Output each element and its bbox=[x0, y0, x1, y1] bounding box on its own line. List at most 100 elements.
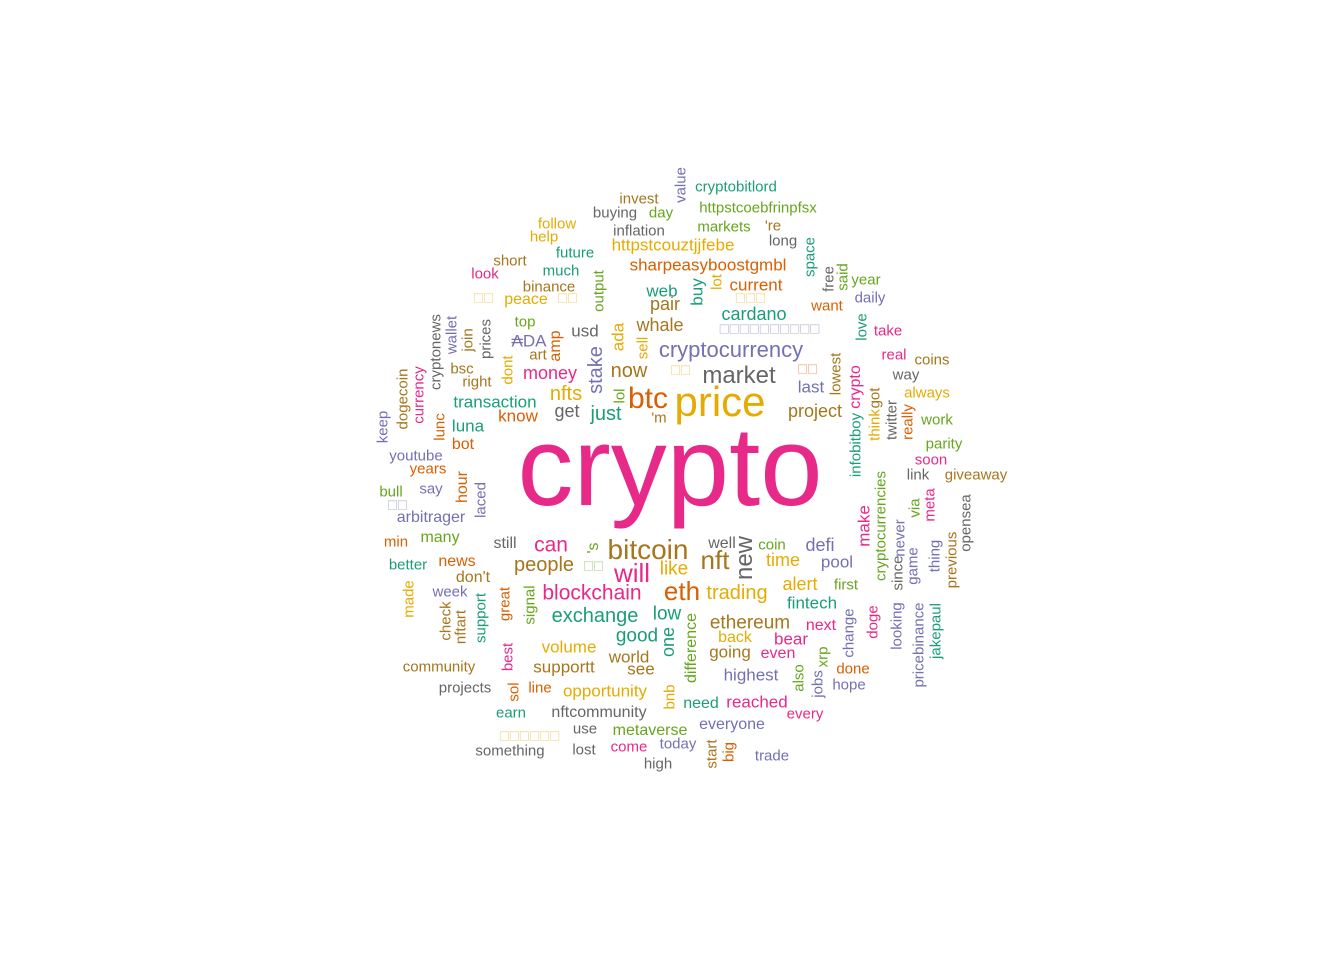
word: stake bbox=[585, 346, 607, 394]
word: pricebinance bbox=[910, 602, 928, 688]
word: big bbox=[720, 741, 738, 763]
word: cryptonews bbox=[427, 314, 445, 390]
word: money bbox=[522, 363, 578, 383]
word: infobitboy bbox=[847, 412, 865, 478]
word: love bbox=[853, 313, 871, 341]
word: work bbox=[921, 411, 953, 429]
word: nft bbox=[700, 545, 730, 575]
word: current bbox=[729, 275, 783, 295]
word: trade bbox=[754, 747, 790, 765]
word: supportt bbox=[533, 657, 595, 677]
word: can bbox=[534, 533, 568, 557]
word: got bbox=[866, 387, 884, 409]
missing-glyph-boxes: □□ bbox=[583, 557, 605, 575]
word: signal bbox=[521, 585, 539, 625]
word: dont bbox=[499, 355, 517, 385]
word: hour bbox=[454, 470, 471, 504]
word: meta bbox=[921, 488, 939, 522]
word: value bbox=[672, 167, 690, 203]
word: httpstcouztjjfebe bbox=[611, 235, 735, 255]
word: projects bbox=[438, 679, 492, 697]
word: think bbox=[866, 409, 884, 441]
word: done bbox=[836, 660, 870, 678]
word: time bbox=[765, 550, 801, 570]
word: best bbox=[499, 642, 517, 672]
word: soon bbox=[914, 451, 948, 469]
word: something bbox=[475, 742, 545, 760]
word: min bbox=[383, 533, 409, 551]
word: web bbox=[646, 281, 678, 301]
word: highest bbox=[723, 665, 779, 685]
word: earn bbox=[495, 704, 527, 722]
word: binance bbox=[522, 278, 576, 296]
word: crypto bbox=[847, 365, 864, 409]
word: 's bbox=[585, 542, 602, 554]
word: well bbox=[708, 535, 736, 552]
word: keep bbox=[374, 410, 392, 444]
word: people bbox=[513, 554, 575, 576]
word: week bbox=[432, 583, 468, 601]
word: line bbox=[528, 679, 552, 697]
word: bear bbox=[773, 629, 809, 649]
word: take bbox=[873, 322, 903, 340]
word: since bbox=[889, 555, 907, 591]
word: cardano bbox=[721, 304, 787, 324]
word: jobs bbox=[809, 670, 827, 698]
word: cryptocurrencies bbox=[872, 470, 890, 582]
word: every bbox=[786, 705, 824, 723]
word: back bbox=[718, 629, 752, 646]
word: today bbox=[659, 735, 697, 753]
word: want bbox=[811, 297, 843, 315]
word: years bbox=[409, 460, 447, 478]
word: project bbox=[787, 401, 843, 421]
word: nfts bbox=[549, 383, 583, 405]
word: trading bbox=[706, 582, 768, 604]
word: opensea bbox=[957, 494, 975, 552]
word: usd bbox=[571, 321, 599, 341]
word: coin bbox=[758, 536, 786, 554]
word: hope bbox=[832, 676, 866, 694]
word: twitter bbox=[883, 399, 901, 441]
word: cryptocurrency bbox=[658, 337, 804, 362]
word: exchange bbox=[551, 605, 639, 627]
word: 'm bbox=[651, 409, 667, 427]
word: make bbox=[854, 505, 874, 547]
word: much bbox=[542, 262, 580, 280]
word: pool bbox=[820, 552, 854, 572]
word: like bbox=[659, 558, 689, 580]
missing-glyph-boxes: □□ bbox=[670, 361, 692, 379]
word: luna bbox=[451, 416, 485, 436]
word: sharpeasyboostgmbl bbox=[629, 255, 787, 275]
word: eth bbox=[663, 576, 701, 606]
word: ₳DA bbox=[511, 331, 547, 351]
word: better bbox=[388, 556, 428, 574]
word: fintech bbox=[786, 593, 838, 613]
word: sell bbox=[634, 336, 652, 360]
word: still bbox=[493, 535, 517, 552]
missing-glyph-boxes: □□ bbox=[797, 360, 819, 378]
word: follow bbox=[537, 215, 577, 233]
word: new bbox=[731, 535, 758, 581]
word: future bbox=[555, 244, 595, 262]
word: see bbox=[627, 659, 655, 679]
word: high bbox=[643, 755, 673, 773]
word: peace bbox=[504, 291, 548, 308]
word: game bbox=[904, 547, 922, 585]
word: difference bbox=[683, 613, 700, 683]
word: said bbox=[834, 263, 852, 291]
word: going bbox=[709, 642, 751, 662]
word: crypto bbox=[517, 404, 823, 529]
word: get bbox=[554, 401, 580, 421]
word: use bbox=[572, 720, 598, 738]
word: low bbox=[652, 603, 682, 625]
word: news bbox=[438, 553, 476, 570]
word: check bbox=[437, 601, 455, 641]
word: really bbox=[899, 404, 917, 440]
word: art bbox=[529, 346, 547, 364]
word: amp bbox=[547, 330, 564, 362]
word: lost bbox=[572, 741, 596, 759]
word: price bbox=[674, 378, 766, 425]
word: bot bbox=[451, 436, 475, 453]
word: day bbox=[648, 204, 674, 222]
